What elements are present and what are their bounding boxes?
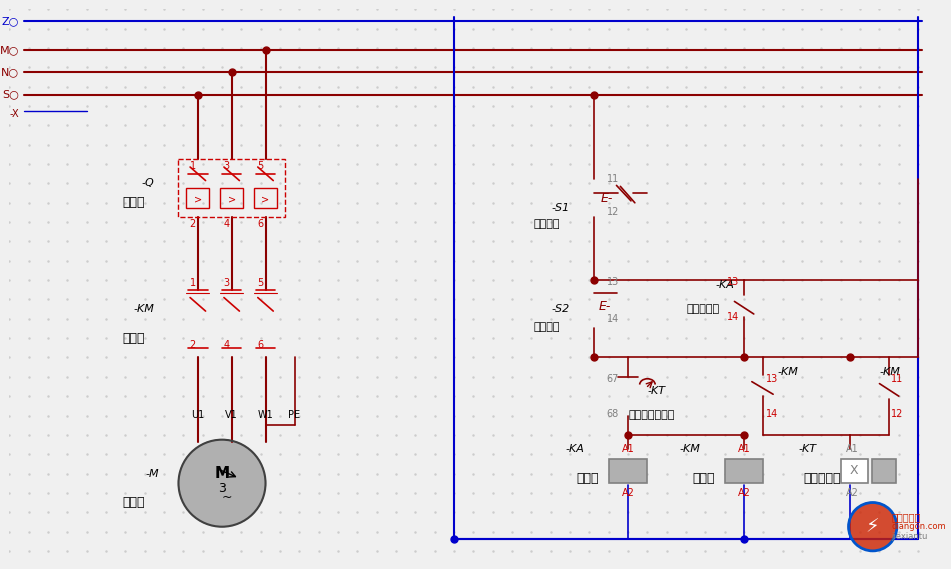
Text: -KM: -KM bbox=[880, 367, 901, 377]
Text: -Q: -Q bbox=[142, 179, 154, 188]
Text: A1: A1 bbox=[845, 444, 859, 454]
Text: 3: 3 bbox=[223, 278, 230, 288]
Text: 13: 13 bbox=[727, 277, 739, 287]
Text: E-: E- bbox=[601, 192, 613, 205]
Text: jiexiantu: jiexiantu bbox=[891, 532, 927, 541]
Text: -M: -M bbox=[146, 468, 159, 479]
Text: 11: 11 bbox=[891, 374, 903, 384]
Text: 12: 12 bbox=[891, 409, 903, 419]
Text: -KT: -KT bbox=[648, 386, 666, 397]
Text: >: > bbox=[262, 195, 269, 205]
Text: ~: ~ bbox=[222, 491, 232, 504]
Text: 继电器: 继电器 bbox=[576, 472, 599, 485]
Text: >: > bbox=[227, 195, 236, 205]
Text: 2: 2 bbox=[189, 340, 196, 350]
Text: diangon.com: diangon.com bbox=[891, 522, 945, 531]
Text: E-: E- bbox=[599, 300, 611, 313]
FancyBboxPatch shape bbox=[609, 459, 648, 483]
Text: 14: 14 bbox=[607, 314, 619, 324]
FancyBboxPatch shape bbox=[872, 459, 896, 483]
Text: X: X bbox=[850, 464, 859, 477]
Text: 13: 13 bbox=[607, 277, 619, 287]
Text: 1: 1 bbox=[190, 278, 196, 288]
Text: 5: 5 bbox=[258, 278, 263, 288]
Text: -KM: -KM bbox=[680, 444, 701, 455]
Text: 6: 6 bbox=[258, 340, 263, 350]
Text: 继电器常开: 继电器常开 bbox=[686, 304, 719, 314]
Text: 11: 11 bbox=[607, 174, 619, 184]
Text: 12: 12 bbox=[607, 208, 619, 217]
Text: S○: S○ bbox=[2, 89, 19, 100]
Text: 13: 13 bbox=[766, 374, 778, 384]
Text: 断路器: 断路器 bbox=[122, 196, 145, 209]
Text: -S1: -S1 bbox=[552, 203, 570, 213]
Text: 6: 6 bbox=[258, 219, 263, 229]
Text: -KT: -KT bbox=[799, 444, 817, 455]
Text: -S2: -S2 bbox=[552, 304, 570, 314]
Text: A2: A2 bbox=[622, 488, 634, 498]
Text: 电工学习网: 电工学习网 bbox=[891, 512, 921, 522]
FancyBboxPatch shape bbox=[725, 459, 764, 483]
Text: 14: 14 bbox=[766, 409, 778, 419]
Text: V1: V1 bbox=[225, 410, 238, 420]
FancyBboxPatch shape bbox=[841, 459, 868, 483]
Circle shape bbox=[179, 440, 265, 527]
Text: 3: 3 bbox=[218, 481, 226, 494]
Text: -KM: -KM bbox=[778, 367, 799, 377]
Text: >: > bbox=[194, 195, 202, 205]
Text: 67: 67 bbox=[607, 374, 619, 384]
Text: -KA: -KA bbox=[566, 444, 585, 455]
Text: 5: 5 bbox=[258, 161, 263, 171]
Text: 68: 68 bbox=[607, 409, 619, 419]
Text: 电动机: 电动机 bbox=[122, 496, 145, 509]
Text: 接触器: 接触器 bbox=[122, 332, 145, 345]
Text: ⚡: ⚡ bbox=[865, 517, 880, 536]
Text: Z○: Z○ bbox=[2, 16, 19, 26]
Text: 停止开关: 停止开关 bbox=[534, 219, 560, 229]
Text: A1: A1 bbox=[622, 444, 634, 454]
Text: 14: 14 bbox=[727, 312, 739, 322]
Text: U1: U1 bbox=[191, 410, 204, 420]
Text: 4: 4 bbox=[223, 219, 230, 229]
Text: A2: A2 bbox=[738, 488, 750, 498]
Text: W1: W1 bbox=[258, 410, 273, 420]
Text: A2: A2 bbox=[845, 488, 859, 498]
Text: 4: 4 bbox=[223, 340, 230, 350]
Text: PE: PE bbox=[288, 410, 301, 420]
Text: 启动开关: 启动开关 bbox=[534, 321, 560, 332]
Text: -KM: -KM bbox=[133, 304, 154, 314]
Text: 2: 2 bbox=[189, 219, 196, 229]
Text: M: M bbox=[214, 466, 229, 481]
Text: 3: 3 bbox=[223, 161, 230, 171]
Text: M○: M○ bbox=[0, 45, 19, 55]
Text: N○: N○ bbox=[1, 67, 19, 77]
Circle shape bbox=[848, 502, 897, 551]
Text: -X: -X bbox=[10, 109, 19, 119]
Text: 1: 1 bbox=[190, 161, 196, 171]
Text: 时间继电器常开: 时间继电器常开 bbox=[628, 410, 674, 420]
Text: A1: A1 bbox=[738, 444, 750, 454]
Text: -KA: -KA bbox=[715, 280, 734, 290]
Text: 时间继电器: 时间继电器 bbox=[804, 472, 841, 485]
Text: 接触器: 接触器 bbox=[692, 472, 715, 485]
